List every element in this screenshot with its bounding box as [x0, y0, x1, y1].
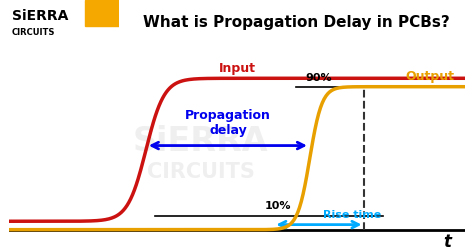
Text: SiERRA: SiERRA — [133, 125, 268, 158]
Text: Rise time: Rise time — [323, 210, 382, 219]
Text: CIRCUITS: CIRCUITS — [146, 162, 255, 182]
Text: 10%: 10% — [265, 201, 292, 211]
Text: t: t — [443, 233, 451, 248]
Text: CIRCUITS: CIRCUITS — [12, 28, 55, 37]
Bar — [85, 0, 118, 26]
Text: Output: Output — [405, 70, 455, 83]
Text: 90%: 90% — [305, 73, 332, 83]
Text: Input: Input — [219, 62, 256, 75]
Text: What is Propagation Delay in PCBs?: What is Propagation Delay in PCBs? — [143, 15, 450, 30]
Text: SiERRA: SiERRA — [12, 9, 68, 23]
Text: Propagation
delay: Propagation delay — [185, 109, 271, 137]
